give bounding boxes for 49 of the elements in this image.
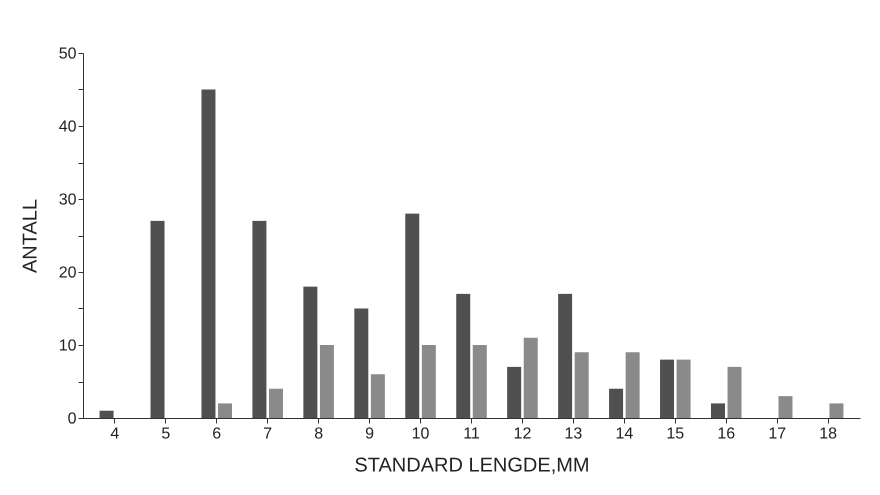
- x-tick-label: 4: [110, 426, 120, 442]
- y-tick-label: 0: [68, 410, 77, 428]
- bar: [626, 352, 640, 418]
- y-tick-label: 40: [58, 118, 77, 136]
- bar: [456, 294, 470, 418]
- bar: [710, 403, 725, 418]
- x-tick-label: 5: [161, 426, 170, 442]
- bar: [422, 345, 436, 418]
- bar: [320, 345, 334, 418]
- bar: [150, 220, 165, 418]
- bar: [370, 374, 385, 418]
- x-tick-label: 12: [514, 426, 532, 442]
- x-tick-label: 16: [717, 426, 736, 442]
- x-tick-label: 14: [615, 426, 634, 442]
- bar: [609, 388, 624, 418]
- bar: [660, 360, 674, 418]
- bar: [728, 366, 742, 418]
- y-tick-label: 10: [58, 338, 77, 354]
- bar: [676, 360, 691, 418]
- bar: [778, 396, 792, 418]
- bar: [558, 294, 572, 418]
- bar: [354, 308, 368, 418]
- x-tick-label: 7: [263, 426, 272, 442]
- bar: [524, 338, 538, 418]
- x-tick-label: 8: [314, 426, 324, 442]
- x-tick-label: 18: [819, 426, 838, 442]
- x-tick-label: 6: [212, 426, 222, 442]
- bar: [574, 352, 589, 418]
- bar: [201, 90, 216, 418]
- bar: [507, 366, 522, 418]
- bar: [472, 345, 487, 418]
- y-tick-label: 50: [58, 46, 77, 62]
- y-tick-label: 30: [58, 192, 77, 208]
- y-tick-label: 20: [58, 264, 77, 282]
- x-tick-label: 13: [564, 426, 582, 442]
- x-tick-label: 17: [768, 426, 786, 442]
- bar: [829, 403, 844, 418]
- x-tick-label: 10: [412, 426, 430, 442]
- x-tick-label: 9: [365, 426, 374, 442]
- y-axis-title: ANTALL: [20, 198, 42, 274]
- bar: [405, 214, 420, 418]
- x-tick-label: 11: [463, 426, 480, 442]
- bar: [218, 403, 232, 418]
- bar: [100, 410, 114, 418]
- bar: [268, 388, 283, 418]
- x-tick-label: 15: [666, 426, 684, 442]
- bar: [252, 220, 266, 418]
- bar: [303, 286, 318, 418]
- x-axis-title: STANDARD LENGDE,MM: [354, 454, 590, 476]
